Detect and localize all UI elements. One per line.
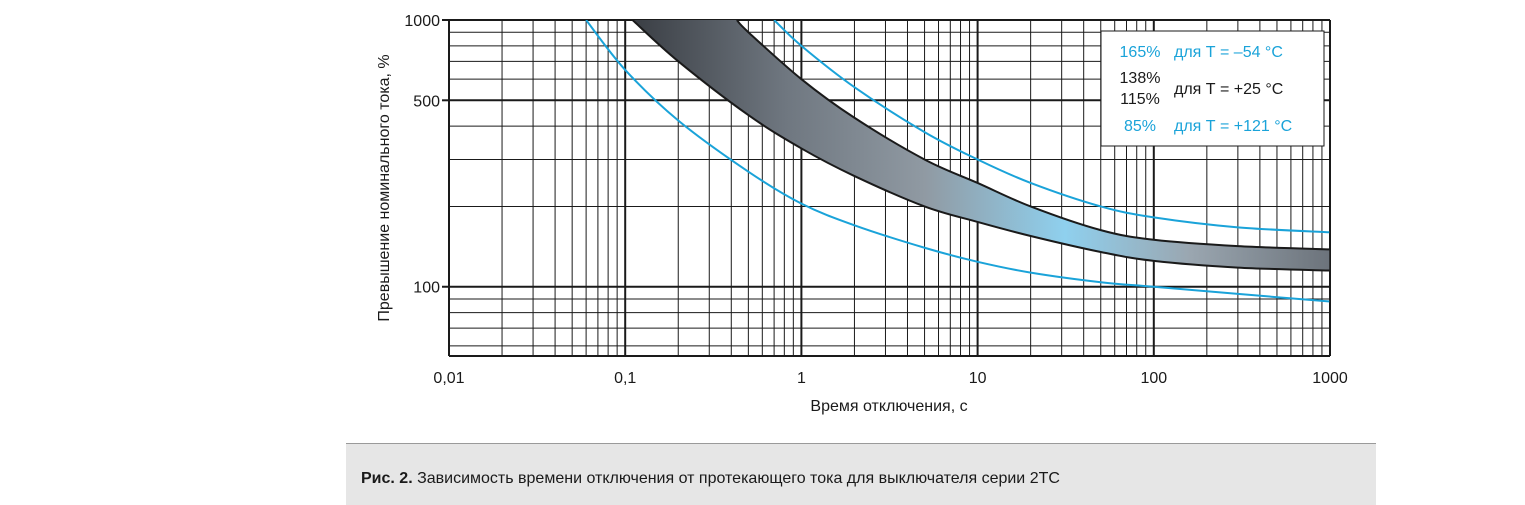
legend-condition-normal: для Т = +25 °С bbox=[1174, 81, 1283, 98]
legend-rating-cold: 165% bbox=[1120, 44, 1161, 61]
legend-condition-hot: для Т = +121 °С bbox=[1174, 118, 1292, 135]
legend: 165% для Т = –54 °С 138% 115% для Т = +2… bbox=[1100, 30, 1325, 147]
legend-rating-hot: 85% bbox=[1124, 118, 1156, 135]
legend-rating-normal-bottom: 115% bbox=[1120, 91, 1160, 108]
y-axis-label: Превышение номинального тока, % bbox=[376, 54, 393, 321]
band-lower-line bbox=[631, 20, 1330, 272]
y-tick-label: 500 bbox=[413, 93, 440, 110]
band-upper-line bbox=[736, 20, 1330, 251]
y-tick-label: 1000 bbox=[404, 13, 440, 30]
x-tick-label: 100 bbox=[1140, 370, 1167, 387]
x-tick-label: 0,01 bbox=[433, 370, 464, 387]
caption-label: Рис. 2. bbox=[361, 470, 413, 487]
legend-rating-normal-top: 138% bbox=[1120, 70, 1161, 87]
x-tick-label: 1000 bbox=[1312, 370, 1348, 387]
x-axis-label: Время отключения, с bbox=[810, 398, 967, 415]
y-tick-label: 100 bbox=[413, 280, 440, 297]
cold-curve-line bbox=[773, 20, 1330, 234]
legend-box bbox=[1100, 30, 1325, 147]
x-tick-label: 10 bbox=[969, 370, 987, 387]
band-fill bbox=[632, 20, 1330, 271]
caption-text: Рис. 2. Зависимость времени отключения о… bbox=[361, 470, 1060, 488]
x-tick-label: 1 bbox=[797, 370, 806, 387]
figure-caption: Рис. 2. Зависимость времени отключения о… bbox=[346, 443, 1376, 505]
band-area bbox=[632, 20, 1330, 271]
hot-curve-line bbox=[585, 20, 1330, 303]
chart: 0,01 0,1 1 10 100 1000 100 500 1000 165% для Т =… bbox=[376, 13, 1348, 415]
curves bbox=[585, 20, 1330, 303]
caption-body: Зависимость времени отключения от протек… bbox=[412, 470, 1060, 487]
axes: 0,01 0,1 1 10 100 1000 100 500 1000 bbox=[404, 13, 1347, 387]
x-tick-label: 0,1 bbox=[614, 370, 636, 387]
legend-condition-cold: для Т = –54 °С bbox=[1174, 44, 1283, 61]
